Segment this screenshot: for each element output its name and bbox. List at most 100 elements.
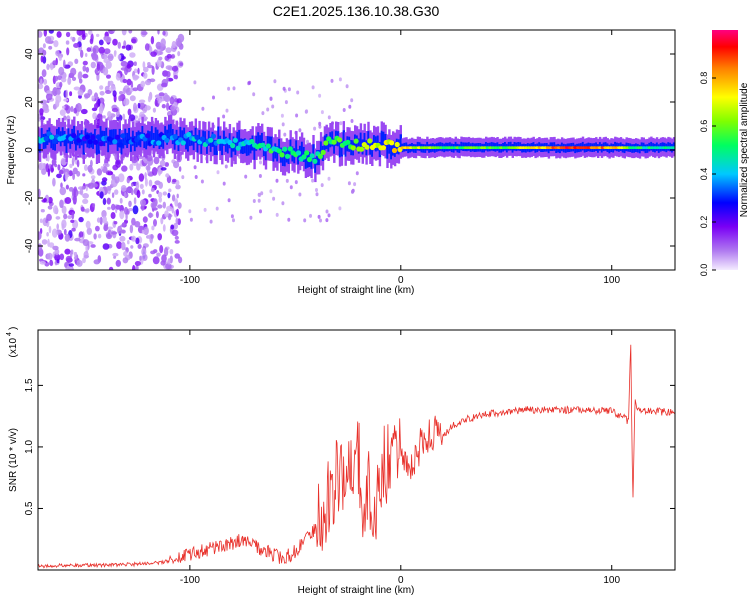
spectrogram-noise-blob	[85, 220, 91, 229]
spectrogram-noise-blob	[287, 217, 291, 222]
spectrogram-noise-blob	[144, 43, 150, 51]
spectrogram-ridge-body	[149, 131, 152, 147]
spectrogram-noise-blob	[94, 103, 99, 109]
spectrogram-noise-blob	[171, 194, 176, 202]
spectrogram-noise-blob	[193, 80, 197, 85]
spectrogram-ridge-body	[86, 132, 89, 148]
spectrogram-noise-blob	[117, 41, 122, 49]
spectrogram-noise-blob	[252, 92, 256, 97]
spectrogram-noise-blob	[161, 104, 166, 109]
spectrogram-ridge-core	[145, 133, 151, 139]
spectrogram-noise-blob	[137, 67, 140, 75]
spectrogram-noise-blob	[112, 38, 118, 46]
spectrogram-noise-blob	[225, 108, 229, 113]
spectrogram-ridge-body	[128, 128, 131, 144]
spectrogram-noise-blob	[43, 30, 47, 37]
spectrogram-noise-blob	[93, 259, 101, 265]
spectrogram-noise-blob	[179, 62, 184, 66]
spectrogram-noise-blob	[176, 98, 182, 104]
spectrogram-noise-blob	[258, 174, 262, 178]
spectrogram-noise-blob	[77, 89, 84, 96]
spectrogram-noise-blob	[330, 78, 334, 83]
spectrogram-ridge-body	[426, 141, 429, 151]
spectrogram-noise-blob	[150, 36, 155, 45]
spectrogram-noise-blob	[327, 176, 331, 181]
spectrogram-noise-blob	[320, 110, 324, 115]
spectrogram-noise-blob	[51, 158, 57, 166]
spectrogram-ridge-body	[270, 136, 273, 152]
spectrogram-noise-blob	[47, 252, 53, 260]
spectrogram-noise-blob	[69, 250, 73, 258]
spectrogram-noise-blob	[96, 33, 100, 38]
spectrogram-ridge-core	[353, 138, 359, 144]
spectrogram-noise-blob	[216, 170, 220, 175]
spectrogram-noise-blob	[128, 208, 133, 212]
spectrogram-noise-blob	[148, 179, 153, 187]
spectrogram-noise-blob	[45, 36, 52, 44]
spectrogram-noise-blob	[67, 78, 72, 83]
spectrogram-ridge-body	[281, 150, 285, 166]
spectrogram-noise-blob	[178, 256, 183, 264]
spectrogram-noise-blob	[59, 253, 65, 261]
spectrogram-noise-blob	[85, 244, 89, 253]
spectrogram-ridge-body	[243, 138, 247, 154]
spectrogram-noise-blob	[173, 74, 178, 80]
spectrogram-noise-blob	[78, 216, 84, 223]
spectrogram-ridge-body	[255, 135, 258, 151]
spectrogram-noise-blob	[103, 224, 109, 232]
spectrogram-noise-blob	[166, 102, 170, 111]
spectrogram-noise-blob	[112, 90, 117, 97]
spectrogram-noise-blob	[97, 98, 101, 107]
y-tick-label: -20	[24, 190, 35, 205]
spectrogram-noise-blob	[65, 40, 70, 45]
spectrogram-noise-blob	[92, 47, 97, 54]
x-tick-label: 0	[398, 275, 404, 286]
spectrogram-ridge-body	[99, 126, 102, 142]
spectrogram-noise-blob	[71, 76, 77, 81]
spectrogram-noise-blob	[154, 99, 158, 107]
spectrogram-noise-blob	[57, 53, 64, 59]
spectrogram-ridge-body	[234, 139, 237, 155]
spectrogram-noise-blob	[165, 47, 172, 54]
spectrogram-noise-blob	[141, 31, 148, 36]
spectrogram-ridge-body	[65, 137, 68, 153]
spectrogram-noise-blob	[123, 206, 129, 215]
spectrogram-noise-blob	[106, 185, 112, 191]
spectrogram-noise-blob	[90, 33, 94, 42]
spectrogram-noise-blob	[282, 86, 286, 91]
spectrogram-noise-blob	[138, 99, 146, 104]
spectrogram-noise-blob	[80, 206, 85, 212]
spectrogram-noise-blob	[71, 227, 76, 232]
spectrogram-noise-blob	[122, 257, 129, 264]
snr-scale-exponent: 4	[6, 332, 13, 336]
spectrogram-noise-blob	[90, 61, 97, 69]
spectrogram-noise-blob	[295, 113, 299, 118]
spectrogram-noise-blob	[82, 60, 88, 66]
spectrogram-noise-blob	[149, 78, 156, 83]
spectrogram-noise-blob	[81, 185, 86, 190]
spectrogram-panel: -100 0 100 -40 -20 0 20 40 Height of straight l…	[6, 29, 676, 296]
spectrogram-ridge-body	[192, 135, 196, 151]
spectrogram-ridge-core	[282, 146, 288, 152]
spectrogram-ridge-body	[485, 142, 488, 151]
spectrogram-noise-blob	[38, 30, 43, 38]
spectrogram-noise-blob	[169, 249, 174, 255]
spectrogram-noise-blob	[325, 209, 329, 214]
spectrogram-ridge-body	[490, 142, 494, 151]
spectrogram-noise-blob	[67, 215, 72, 220]
spectrogram-noise-blob	[126, 78, 132, 86]
spectrogram-ridge-core	[320, 149, 326, 155]
spectrogram-noise-blob	[163, 247, 169, 257]
spectrogram-ridge-core	[317, 153, 323, 159]
spectrogram-noise-blob	[64, 248, 71, 255]
spectrogram-noise-blob	[166, 53, 172, 59]
spectrogram-ridge-body	[242, 138, 245, 154]
spectrogram-ridge-body	[249, 138, 252, 154]
spectrogram-noise-blob	[56, 173, 62, 179]
spectrogram-noise-blob	[142, 61, 146, 69]
spectrogram-noise-blob	[152, 256, 160, 265]
spectrogram-noise-blob	[125, 44, 132, 51]
spectrogram-noise-blob	[175, 179, 180, 186]
spectrogram-ridge-body	[221, 140, 224, 156]
spectrogram-ridge-core	[180, 140, 186, 146]
